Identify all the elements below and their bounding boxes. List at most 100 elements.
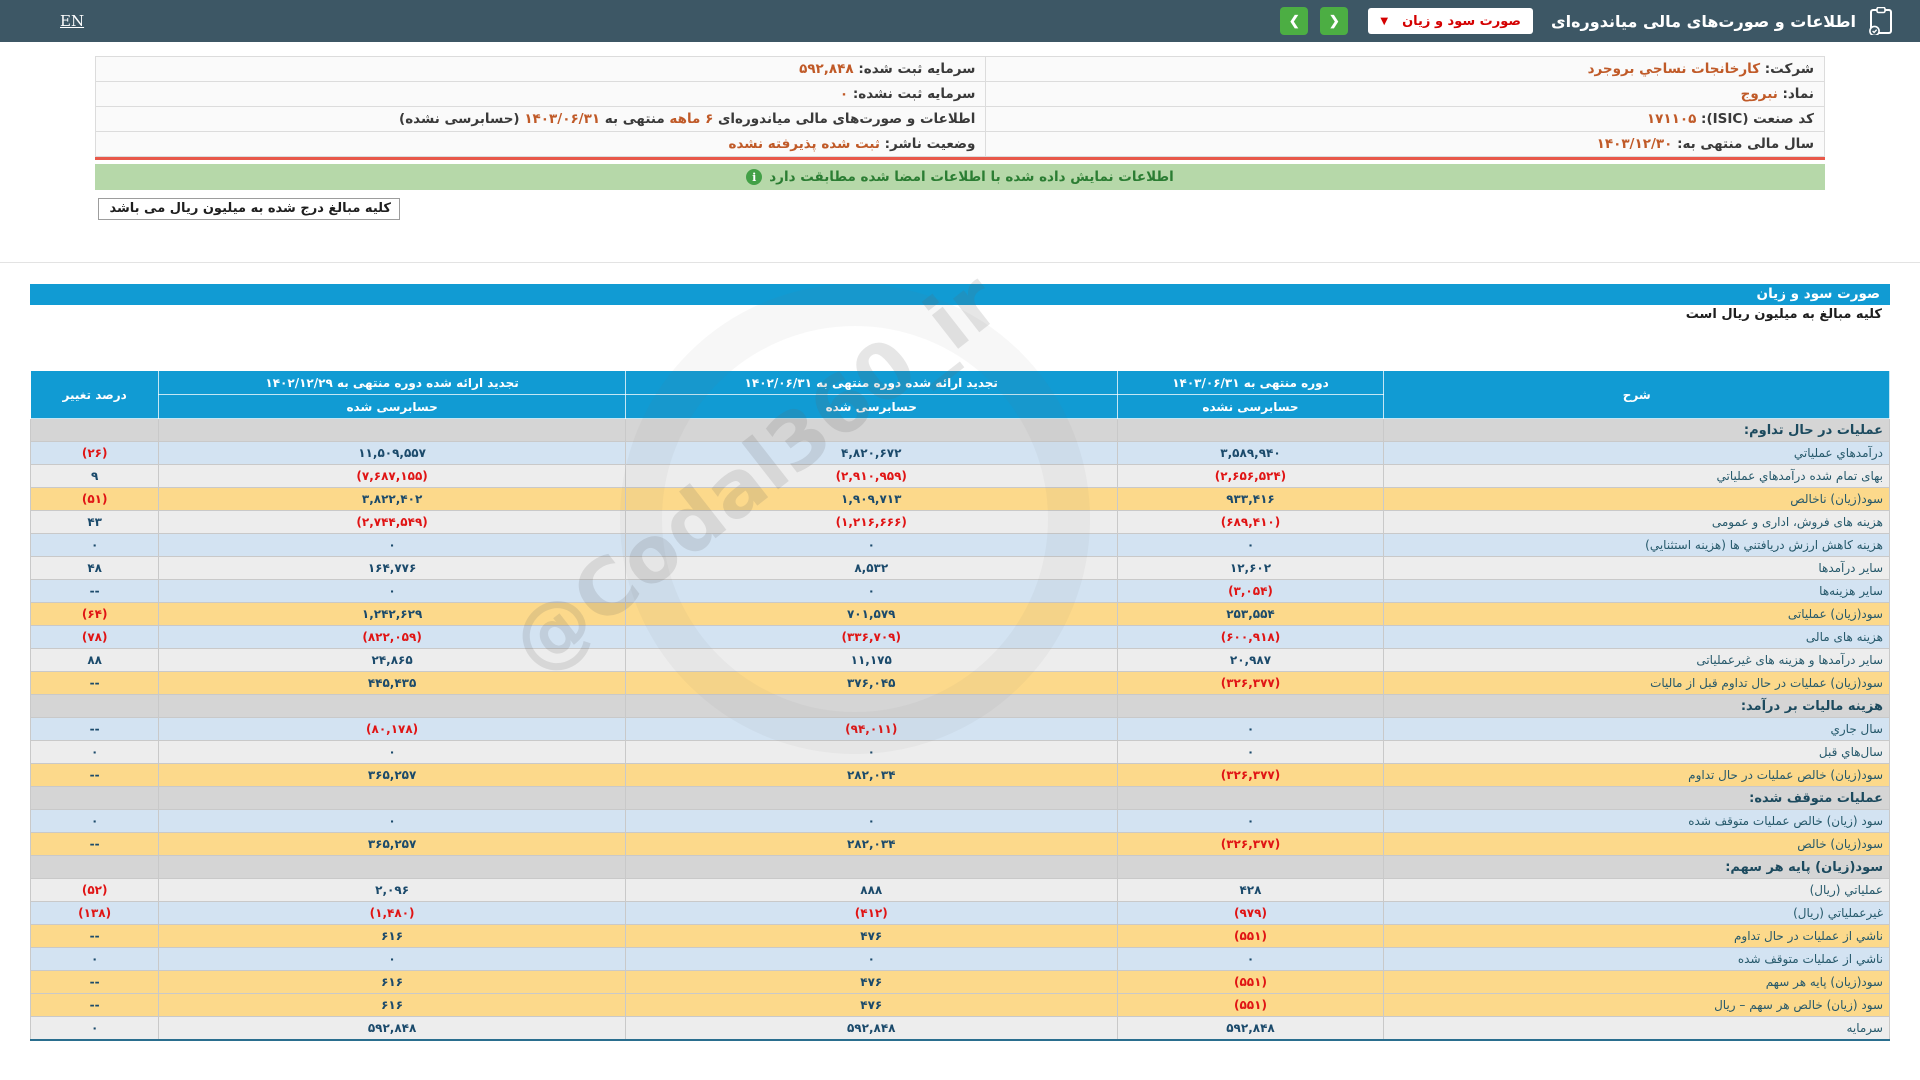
row-label: ناشي از عملیات در حال تداوم <box>1383 924 1890 948</box>
value-restated-halfyear: ۰ <box>624 809 1118 833</box>
value-current-period: ۵۹۲,۸۴۸ <box>1116 1016 1385 1040</box>
value-restated-fullyear: ۰ <box>158 533 626 557</box>
row-label: سود(زیان) خالص <box>1383 832 1890 856</box>
value-restated-halfyear: ۰ <box>624 947 1118 971</box>
value-current-period: (۳۲۶,۳۷۷) <box>1116 671 1385 695</box>
statement-data-row: سود(زیان) پایه هر سهم (۵۵۱) ۴۷۶ ۶۱۶ -- <box>29 970 1890 994</box>
registered-capital-cell: سرمایه ثبت شده: ۵۹۲,۸۴۸ <box>94 56 987 82</box>
row-label: سایر درآمدها و هزینه های غیرعملیاتی <box>1383 648 1890 672</box>
top-header-bar: اطلاعات و صورت‌های مالی میاندوره‌ای صورت… <box>0 0 1920 42</box>
company-info-panel: شرکت: کارخانجات نساجي بروجرد سرمایه ثبت … <box>94 56 1825 160</box>
value-current-period: ۳,۵۸۹,۹۴۰ <box>1116 441 1385 465</box>
statement-data-row: ناشي از عملیات متوقف شده ۰ ۰ ۰ ۰ <box>29 947 1890 971</box>
statement-table-body: عملیات در حال تداوم: درآمدهاي عملیاتي ۳,۵۸… <box>29 418 1890 1040</box>
value-current-period <box>1116 855 1385 879</box>
row-label: هزینه مالیات بر درآمد: <box>1383 694 1890 718</box>
value-percent-change: -- <box>29 924 160 948</box>
value-current-period: (۹۷۹) <box>1116 901 1385 925</box>
previous-statement-button[interactable]: ❮ <box>1320 7 1349 35</box>
row-label: هزینه های مالی <box>1383 625 1890 649</box>
value-restated-fullyear: (۸۰,۱۷۸) <box>158 717 626 741</box>
row-label: سود(زیان) عملیات در حال تداوم قبل از مال… <box>1383 671 1890 695</box>
value-restated-halfyear: ۷۰۱,۵۷۹ <box>624 602 1118 626</box>
value-current-period <box>1116 786 1385 810</box>
value-restated-fullyear: ۰ <box>158 809 626 833</box>
value-restated-fullyear: ۶۱۶ <box>158 993 626 1017</box>
value-restated-fullyear: ۳,۸۲۲,۴۰۲ <box>158 487 626 511</box>
value-restated-halfyear: (۱,۲۱۶,۶۶۶) <box>624 510 1118 534</box>
value-current-period: ۹۳۳,۴۱۶ <box>1116 487 1385 511</box>
value-restated-halfyear: (۴۱۲) <box>624 901 1118 925</box>
column-subheader-current-audit: حسابرسی نشده <box>1116 394 1385 419</box>
interim-audit-note: (حسابرسی نشده) <box>399 111 520 127</box>
value-current-period: ۲۵۳,۵۵۴ <box>1116 602 1385 626</box>
value-current-period: ۰ <box>1116 809 1385 833</box>
statement-type-dropdown[interactable]: صورت سود و زیان ▼ <box>1368 8 1533 34</box>
value-restated-halfyear <box>624 694 1118 718</box>
statement-data-row: سود(زیان) ناخالص ۹۳۳,۴۱۶ ۱,۹۰۹,۷۱۳ ۳,۸۲۲,۴۰… <box>29 487 1890 511</box>
value-restated-halfyear: ۰ <box>624 533 1118 557</box>
value-percent-change: (۱۳۸) <box>29 901 160 925</box>
statement-data-row: غیرعملیاتي (ریال) (۹۷۹) (۴۱۲) (۱,۴۸۰) (۱۳۸) <box>29 901 1890 925</box>
statement-data-row: سود (زیان) خالص عملیات متوقف شده ۰ ۰ ۰ ۰ <box>29 809 1890 833</box>
column-subheader-halfyear-audit: حسابرسی شده <box>624 394 1118 419</box>
value-restated-fullyear: ۳۶۵,۲۵۷ <box>158 832 626 856</box>
value-restated-fullyear: ۰ <box>158 579 626 603</box>
row-label: عملیاتي (ریال) <box>1383 878 1890 902</box>
row-label: هزینه کاهش ارزش دریافتني ها (هزینه استثن… <box>1383 533 1890 557</box>
registered-capital-label: سرمایه ثبت شده: <box>858 61 976 77</box>
value-current-period: (۲,۶۵۶,۵۲۴) <box>1116 464 1385 488</box>
statement-data-row: سال جاري ۰ (۹۴,۰۱۱) (۸۰,۱۷۸) -- <box>29 717 1890 741</box>
value-current-period: ۰ <box>1116 947 1385 971</box>
value-current-period: (۳۲۶,۳۷۷) <box>1116 763 1385 787</box>
statement-data-row: سال‌هاي قبل ۰ ۰ ۰ ۰ <box>29 740 1890 764</box>
value-restated-fullyear: (۱,۴۸۰) <box>158 901 626 925</box>
value-percent-change: (۶۴) <box>29 602 160 626</box>
value-percent-change: -- <box>29 671 160 695</box>
company-cell: شرکت: کارخانجات نساجي بروجرد <box>985 56 1825 82</box>
row-label: هزینه های فروش، اداری و عمومی <box>1383 510 1890 534</box>
value-percent-change: -- <box>29 579 160 603</box>
value-percent-change: ۴۳ <box>29 510 160 534</box>
column-header-description: شرح <box>1383 370 1890 419</box>
value-restated-fullyear: (۸۲۲,۰۵۹) <box>158 625 626 649</box>
statement-data-row: سایر درآمدها و هزینه های غیرعملیاتی ۲۰,۹۸… <box>29 648 1890 672</box>
row-label: سایر هزینه‌ها <box>1383 579 1890 603</box>
chevron-down-icon: ▼ <box>1380 15 1389 27</box>
value-percent-change: ۰ <box>29 740 160 764</box>
signature-match-banner: اطلاعات نمایش داده شده با اطلاعات امضا ش… <box>95 164 1825 190</box>
value-restated-fullyear: (۲,۷۴۴,۵۴۹) <box>158 510 626 534</box>
value-percent-change: ۰ <box>29 1016 160 1040</box>
fiscal-year-label: سال مالی منتهی به: <box>1677 136 1814 152</box>
statement-data-row: سایر هزینه‌ها (۳,۰۵۴) ۰ ۰ -- <box>29 579 1890 603</box>
value-percent-change <box>29 786 160 810</box>
info-row-isic: کد صنعت (ISIC): ۱۷۱۱۰۵ اطلاعات و صورت‌ها… <box>94 106 1825 132</box>
isic-cell: کد صنعت (ISIC): ۱۷۱۱۰۵ <box>985 106 1825 132</box>
row-label: سود (زیان) خالص هر سهم – ریال <box>1383 993 1890 1017</box>
language-switch-link[interactable]: EN <box>60 12 85 30</box>
statement-data-row: درآمدهاي عملیاتي ۳,۵۸۹,۹۴۰ ۴,۸۲۰,۶۷۲ ۱۱,۵۰۹… <box>29 441 1890 465</box>
fiscal-year-value: ۱۴۰۳/۱۲/۳۰ <box>1596 136 1673 152</box>
row-label: سود(زیان) پایه هر سهم <box>1383 970 1890 994</box>
isic-label: کد صنعت (ISIC): <box>1701 111 1814 127</box>
interim-period-cell: اطلاعات و صورت‌های مالی میاندوره‌ای ۶ ما… <box>94 106 987 132</box>
value-current-period: (۳,۰۵۴) <box>1116 579 1385 603</box>
statement-data-row: هزینه های فروش، اداری و عمومی (۶۸۹,۴۱۰) (۱… <box>29 510 1890 534</box>
value-percent-change <box>29 855 160 879</box>
row-label: عملیات در حال تداوم: <box>1383 418 1890 442</box>
row-label: سود(زیان) عملیاتی <box>1383 602 1890 626</box>
value-restated-halfyear: ۴۷۶ <box>624 924 1118 948</box>
fiscal-year-cell: سال مالی منتهی به: ۱۴۰۳/۱۲/۳۰ <box>985 131 1825 157</box>
banner-text: اطلاعات نمایش داده شده با اطلاعات امضا ش… <box>769 169 1174 185</box>
column-header-restated-halfyear: تجدید ارائه شده دوره منتهی به ۱۴۰۲/۰۶/۳۱ <box>624 370 1118 395</box>
value-current-period <box>1116 694 1385 718</box>
value-restated-halfyear: ۸,۵۳۲ <box>624 556 1118 580</box>
row-label: سود(زیان) ناخالص <box>1383 487 1890 511</box>
statement-data-row: ناشي از عملیات در حال تداوم (۵۵۱) ۴۷۶ ۶۱۶ -- <box>29 924 1890 948</box>
company-value: کارخانجات نساجي بروجرد <box>1587 61 1761 77</box>
statement-title-bar: صورت سود و زیان <box>30 284 1890 305</box>
statement-data-row: سایر درآمدها ۱۲,۶۰۲ ۸,۵۳۲ ۱۶۴,۷۷۶ ۴۸ <box>29 556 1890 580</box>
value-percent-change: -- <box>29 993 160 1017</box>
dropdown-selected-value: صورت سود و زیان <box>1402 13 1521 29</box>
next-statement-button[interactable]: ❯ <box>1280 7 1309 35</box>
